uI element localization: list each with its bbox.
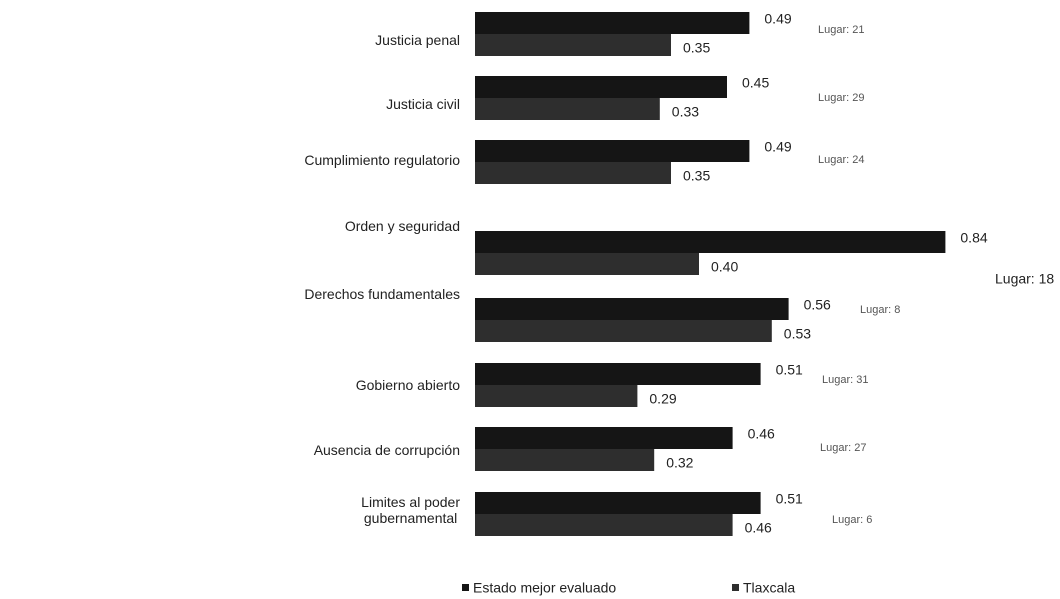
bar: [475, 12, 750, 34]
legend-label: Estado mejor evaluado: [473, 580, 616, 596]
category-label: Ausencia de corrupción: [313, 442, 460, 458]
category-label: Cumplimiento regulatorio: [304, 152, 460, 168]
bar: [475, 162, 671, 184]
annotation: Lugar: 6: [832, 514, 872, 526]
annotation: Lugar: 21: [818, 24, 864, 36]
bar: [475, 492, 761, 514]
category-label: Justicia civil: [386, 96, 460, 112]
bar: [475, 298, 789, 320]
value-label: 0.51: [776, 362, 803, 378]
bar: [475, 427, 733, 449]
bar: [475, 34, 671, 56]
bar: [475, 140, 750, 162]
annotation: Lugar: 27: [820, 442, 866, 454]
legend-swatch: [462, 584, 469, 591]
annotation: Lugar: 8: [860, 304, 900, 316]
annotation: Lugar: 24: [818, 154, 864, 166]
bar: [475, 449, 655, 471]
value-label: 0.49: [764, 11, 791, 27]
legend-swatch: [732, 584, 739, 591]
bar: [475, 76, 727, 98]
bar: [475, 98, 660, 120]
value-label: 0.32: [666, 455, 693, 471]
bar: [475, 363, 761, 385]
category-label: Justicia penal: [375, 32, 460, 48]
value-label: 0.84: [960, 230, 987, 246]
value-label: 0.46: [748, 426, 775, 442]
value-label: 0.53: [784, 326, 811, 342]
value-label: 0.45: [742, 75, 769, 91]
annotation: Lugar: 29: [818, 92, 864, 104]
category-label: Derechos fundamentales: [304, 286, 460, 302]
value-label: 0.49: [764, 139, 791, 155]
category-label: Gobierno abierto: [355, 377, 460, 393]
value-label: 0.51: [776, 491, 803, 507]
value-label: 0.35: [683, 40, 710, 56]
value-label: 0.46: [745, 520, 772, 536]
value-label: 0.33: [672, 104, 699, 120]
annotation: Lugar: 18: [995, 271, 1054, 287]
value-label: 0.40: [711, 259, 738, 275]
category-label: Limites al poder gubernamental: [361, 494, 460, 526]
bar: [475, 514, 733, 536]
value-label: 0.35: [683, 168, 710, 184]
bar: [475, 253, 699, 275]
value-label: 0.56: [804, 297, 831, 313]
legend-label: Tlaxcala: [743, 580, 795, 596]
value-label: 0.29: [649, 391, 676, 407]
bar: [475, 320, 772, 342]
bar: [475, 385, 638, 407]
bar: [475, 231, 946, 253]
annotation: Lugar: 31: [822, 374, 868, 386]
category-label: Orden y seguridad: [344, 218, 460, 234]
